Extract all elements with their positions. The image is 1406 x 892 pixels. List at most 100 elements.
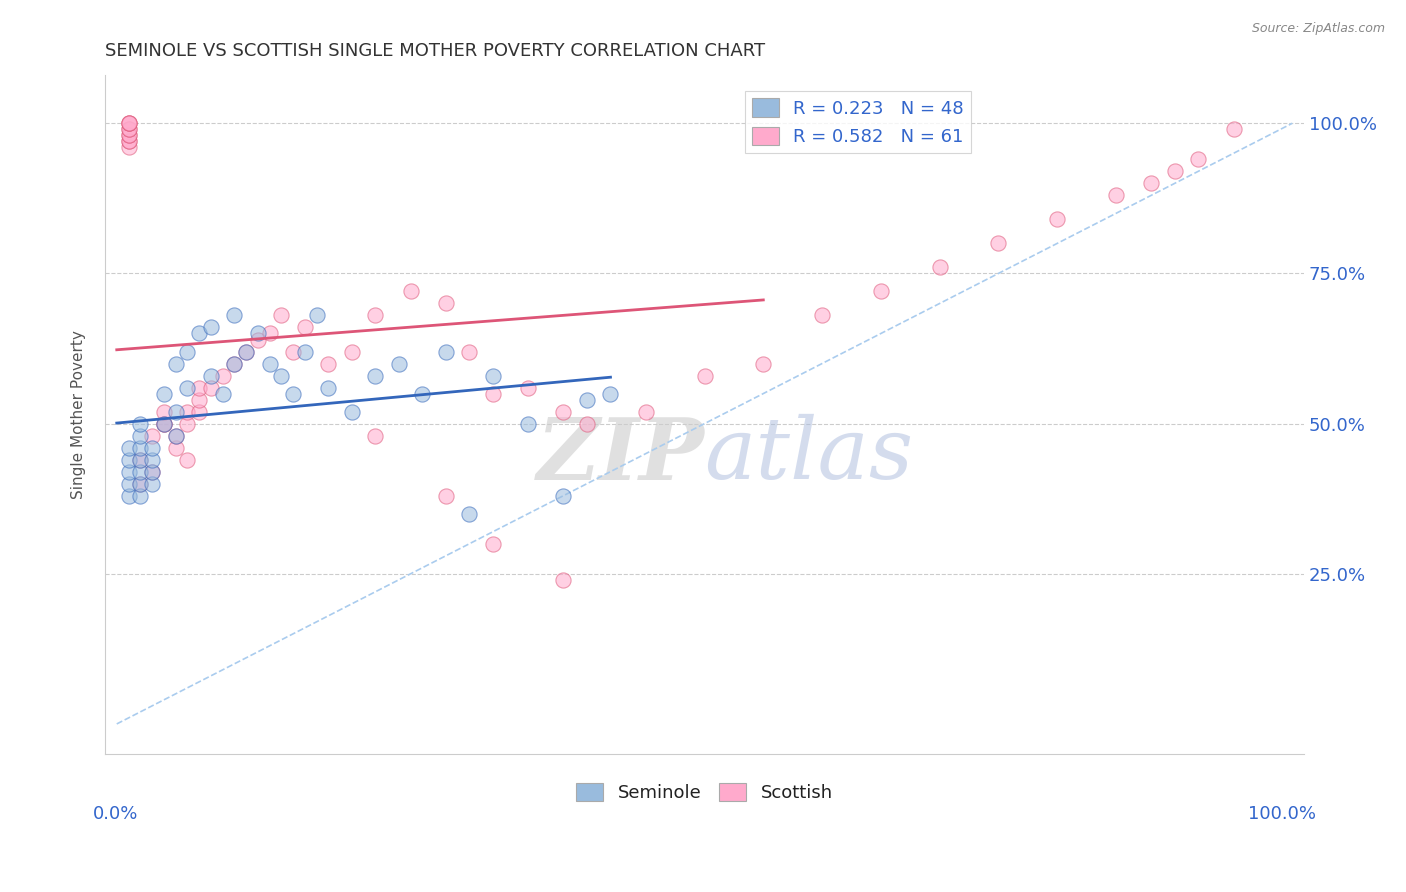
Point <box>129 465 152 479</box>
Point <box>176 452 198 467</box>
Point <box>364 368 387 383</box>
Point <box>129 452 152 467</box>
Point <box>117 134 139 148</box>
Point <box>117 128 139 143</box>
Point <box>1164 164 1187 178</box>
Point <box>434 296 457 310</box>
Legend: Seminole, Scottish: Seminole, Scottish <box>569 776 841 809</box>
Point <box>117 489 139 503</box>
Point <box>575 417 598 431</box>
Point <box>129 417 152 431</box>
Point <box>224 309 246 323</box>
Point <box>165 404 187 418</box>
Point <box>117 116 139 130</box>
Point <box>141 428 163 442</box>
Point <box>129 476 152 491</box>
Point <box>176 417 198 431</box>
Point <box>188 392 211 407</box>
Text: ZIP: ZIP <box>537 414 704 497</box>
Point <box>165 357 187 371</box>
Point <box>281 344 304 359</box>
Point <box>152 417 174 431</box>
Point <box>188 404 211 418</box>
Point <box>458 507 481 521</box>
Point <box>176 344 198 359</box>
Point <box>235 344 257 359</box>
Point <box>270 309 292 323</box>
Text: 100.0%: 100.0% <box>1249 805 1316 823</box>
Point <box>165 441 187 455</box>
Point <box>434 489 457 503</box>
Text: atlas: atlas <box>704 414 914 497</box>
Point <box>259 357 281 371</box>
Point <box>117 116 139 130</box>
Point <box>388 357 411 371</box>
Point <box>318 380 340 394</box>
Point <box>1222 122 1244 136</box>
Point <box>211 386 233 401</box>
Point <box>1046 212 1069 227</box>
Point <box>188 326 211 341</box>
Point <box>211 368 233 383</box>
Point <box>364 428 387 442</box>
Point <box>364 309 387 323</box>
Point <box>152 404 174 418</box>
Point <box>141 476 163 491</box>
Point <box>235 344 257 359</box>
Point <box>176 404 198 418</box>
Point <box>188 380 211 394</box>
Text: 0.0%: 0.0% <box>93 805 138 823</box>
Point <box>1187 153 1209 167</box>
Point <box>517 417 540 431</box>
Point <box>599 386 621 401</box>
Y-axis label: Single Mother Poverty: Single Mother Poverty <box>72 330 86 499</box>
Point <box>340 404 363 418</box>
Point <box>281 386 304 401</box>
Point <box>117 441 139 455</box>
Point <box>752 357 775 371</box>
Point <box>117 122 139 136</box>
Point <box>129 452 152 467</box>
Point <box>693 368 716 383</box>
Point <box>200 368 222 383</box>
Point <box>246 326 269 341</box>
Point <box>129 476 152 491</box>
Text: SEMINOLE VS SCOTTISH SINGLE MOTHER POVERTY CORRELATION CHART: SEMINOLE VS SCOTTISH SINGLE MOTHER POVER… <box>105 42 765 60</box>
Point <box>294 344 316 359</box>
Point <box>152 417 174 431</box>
Point <box>165 428 187 442</box>
Point <box>987 236 1010 251</box>
Point <box>141 441 163 455</box>
Point <box>117 476 139 491</box>
Point <box>411 386 433 401</box>
Point <box>224 357 246 371</box>
Point <box>870 285 893 299</box>
Point <box>340 344 363 359</box>
Point <box>117 140 139 154</box>
Point <box>1105 188 1128 202</box>
Point <box>200 320 222 334</box>
Point <box>200 380 222 394</box>
Point <box>141 452 163 467</box>
Point <box>117 122 139 136</box>
Point <box>152 417 174 431</box>
Point <box>294 320 316 334</box>
Point <box>141 465 163 479</box>
Point <box>117 134 139 148</box>
Point <box>458 344 481 359</box>
Point <box>129 428 152 442</box>
Point <box>152 386 174 401</box>
Point <box>176 380 198 394</box>
Point <box>246 333 269 347</box>
Point <box>482 386 505 401</box>
Point <box>575 392 598 407</box>
Point <box>117 128 139 143</box>
Point <box>553 489 575 503</box>
Point <box>224 357 246 371</box>
Point <box>270 368 292 383</box>
Point <box>928 260 950 275</box>
Point <box>117 465 139 479</box>
Point <box>117 116 139 130</box>
Text: Source: ZipAtlas.com: Source: ZipAtlas.com <box>1251 22 1385 36</box>
Point <box>1140 177 1163 191</box>
